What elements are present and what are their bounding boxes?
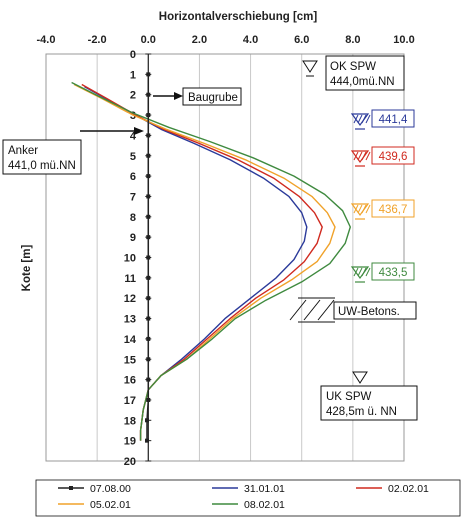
water-level-marker — [350, 266, 371, 283]
legend-marker — [69, 486, 73, 490]
x-tick-label: -4.0 — [37, 34, 56, 46]
series-point — [146, 153, 151, 158]
y-tick-label: 5 — [130, 151, 136, 163]
ok-spw-label-2: 444,0mü.NN — [330, 76, 395, 88]
y-tick-label: 9 — [130, 232, 136, 244]
legend-label: 31.01.01 — [244, 483, 285, 495]
x-tick-label: 6.0 — [294, 34, 309, 46]
uw-betons-box — [333, 301, 417, 320]
y-tick-label: 4 — [130, 130, 137, 142]
water-level-label: 439,6 — [379, 151, 408, 163]
series-point — [146, 397, 151, 402]
annotations-layer: 441,4 439,6 436,7 433,5 — [350, 109, 415, 283]
x-tick-label: 4.0 — [243, 34, 258, 46]
anker-label-2: 441,0 mü.NN — [8, 160, 76, 172]
water-level-label: 441,4 — [379, 114, 408, 126]
series-line — [71, 81, 351, 441]
water-level-label: 436,7 — [379, 204, 408, 216]
series-point — [146, 133, 151, 138]
water-level-marker — [350, 113, 371, 130]
uk-spw-label-2: 428,5m ü. NN — [326, 406, 397, 418]
series-point — [146, 316, 151, 321]
series-point — [146, 194, 151, 199]
water-level-box — [371, 199, 415, 218]
series-point — [145, 418, 150, 423]
uw-betons-hatch — [289, 297, 335, 323]
x-tick-label: -2.0 — [88, 34, 107, 46]
x-tick-label: 10.0 — [393, 34, 414, 46]
y-tick-label: 13 — [124, 314, 136, 326]
y-tick-label: 19 — [124, 436, 136, 448]
uk-level-icon — [352, 371, 368, 384]
water-level-marker — [350, 150, 371, 167]
anker-arrowhead — [134, 127, 144, 135]
y-tick-label: 0 — [130, 49, 136, 61]
legend-items: 07.08.00 31.01.01 02.02.01 05.02.01 08.02.01 — [58, 483, 429, 511]
x-tick-label: 8.0 — [345, 34, 360, 46]
legend-label: 08.02.01 — [244, 499, 285, 511]
y-tick-label: 17 — [124, 395, 136, 407]
y-tick-label: 14 — [124, 334, 137, 346]
series-point — [146, 296, 151, 301]
series-layer — [71, 72, 351, 443]
series-point — [146, 92, 151, 97]
uk-spw-box — [320, 385, 418, 421]
baugrube-arrowhead — [174, 92, 183, 100]
legend-label: 05.02.01 — [90, 499, 131, 511]
series-point — [146, 235, 151, 240]
uk-spw-label-1: UK SPW — [326, 391, 372, 403]
y-tick-label: 6 — [130, 171, 136, 183]
baugrube-label: Baugrube — [188, 92, 238, 104]
y-tick-label: 11 — [124, 273, 136, 285]
baugrube-box — [182, 87, 242, 106]
series-point — [146, 174, 151, 179]
y-tick-label: 20 — [124, 456, 136, 468]
x-tick-label: 2.0 — [192, 34, 207, 46]
series-point — [146, 255, 151, 260]
anker-label-1: Anker — [8, 145, 38, 157]
series-point — [146, 336, 151, 341]
y-tick-label: 18 — [124, 415, 136, 427]
y-tick-label: 16 — [124, 375, 136, 387]
x-tick-label: 0.0 — [141, 34, 156, 46]
y-tick-label: 10 — [124, 253, 136, 265]
ok-spw-label-1: OK SPW — [330, 61, 376, 73]
anker-box — [2, 139, 82, 175]
uw-betons-label: UW-Betons. — [338, 306, 400, 318]
water-level-box — [371, 109, 415, 128]
series-point — [146, 72, 151, 77]
water-level-box — [371, 146, 415, 165]
series-point — [146, 275, 151, 280]
y-tick-label: 8 — [130, 212, 136, 224]
y-axis-title: Kote [m] — [21, 245, 33, 292]
legend — [35, 479, 461, 517]
series-point — [146, 377, 151, 382]
ok-spw-box — [325, 55, 405, 91]
y-tick-label: 1 — [130, 69, 136, 81]
series-point — [145, 438, 150, 443]
x-tick-labels: -4.0 -2.0 0.0 2.0 4.0 6.0 8.0 10.0 — [37, 34, 415, 46]
water-level-box — [371, 262, 415, 281]
legend-label: 02.02.01 — [388, 483, 429, 495]
ok-level-icon — [302, 60, 318, 73]
series-point — [146, 214, 151, 219]
y-tick-label: 12 — [124, 293, 136, 305]
series-point — [146, 113, 151, 118]
legend-label: 07.08.00 — [90, 483, 131, 495]
y-tick-label: 2 — [130, 90, 136, 102]
y-tick-label: 7 — [130, 191, 136, 203]
y-tick-label: 15 — [124, 354, 136, 366]
x-axis-title: Horizontalverschiebung [cm] — [159, 11, 318, 23]
water-level-label: 433,5 — [379, 267, 408, 279]
plot-frame — [45, 53, 405, 462]
y-tick-label: 3 — [130, 110, 136, 122]
water-level-marker — [350, 203, 371, 220]
series-point — [146, 357, 151, 362]
